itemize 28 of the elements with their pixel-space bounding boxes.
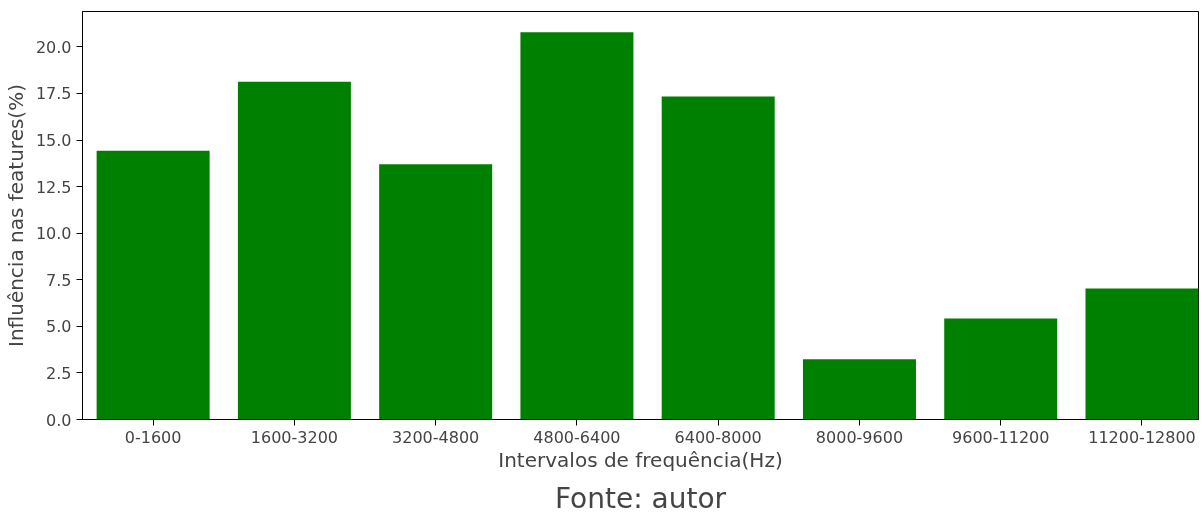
y-tick-label: 17.5	[35, 84, 72, 104]
bar	[379, 164, 493, 420]
y-tick-label: 5.0	[46, 317, 72, 337]
y-tick-label: 10.0	[35, 224, 72, 244]
x-tick-label: 0-1600	[124, 427, 182, 447]
x-tick-label: 11200-12800	[1088, 427, 1196, 447]
bar	[1085, 288, 1199, 420]
y-tick-label: 2.5	[46, 363, 72, 383]
y-axis-title: Influência nas features(%)	[3, 84, 28, 347]
y-tick-label: 15.0	[35, 131, 72, 151]
x-axis-title: Intervalos de frequência(Hz)	[498, 447, 783, 472]
bar	[520, 32, 634, 420]
bar	[802, 359, 916, 420]
x-tick-label: 9600-11200	[952, 427, 1050, 447]
source-note: Fonte: autor	[554, 481, 727, 515]
bar	[96, 150, 210, 420]
y-tick-label: 12.5	[35, 177, 72, 197]
x-tick-label: 3200-4800	[392, 427, 480, 447]
x-tick-label: 8000-9600	[815, 427, 904, 447]
bar	[944, 318, 1058, 420]
bar	[661, 96, 775, 420]
x-tick-label: 4800-6400	[533, 427, 621, 447]
bar	[237, 81, 351, 420]
y-tick-label: 0.0	[46, 410, 72, 430]
y-tick-label: 20.0	[35, 37, 72, 57]
x-tick-label: 1600-3200	[250, 427, 339, 447]
x-tick-label: 6400-8000	[674, 427, 762, 447]
y-tick-label: 7.5	[46, 270, 72, 290]
